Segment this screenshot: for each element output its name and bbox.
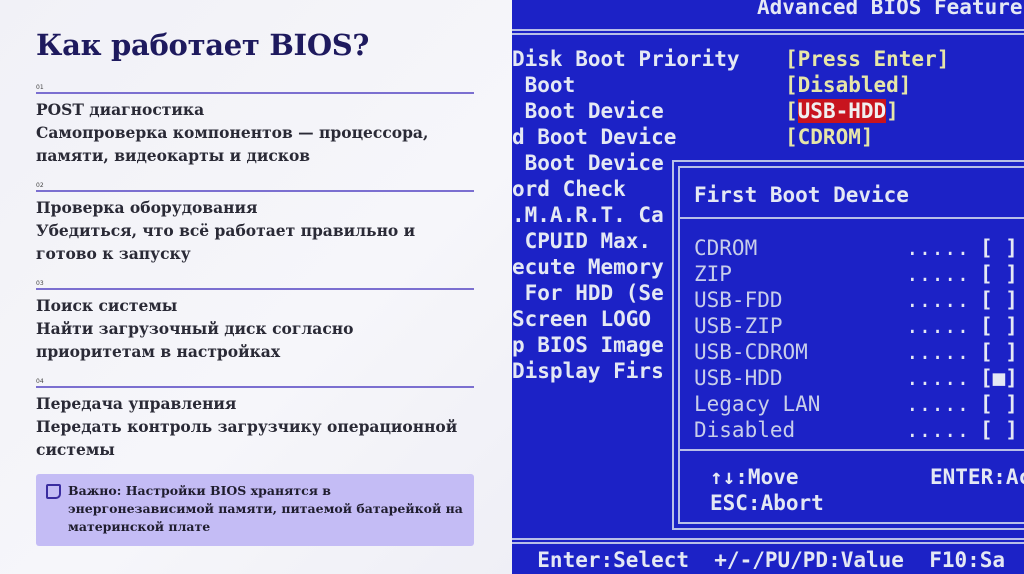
- popup-title: First Boot Device: [694, 183, 909, 207]
- dots: .....: [906, 288, 970, 312]
- step-description: Убедиться, что всё работает правильно и …: [36, 221, 416, 263]
- divider: [512, 538, 1024, 544]
- setting-label: p BIOS Image: [512, 333, 664, 357]
- step-02: 02 Проверка оборудования Убедиться, что …: [36, 182, 474, 265]
- divider: [680, 217, 1024, 219]
- step-number: 03: [36, 280, 44, 287]
- setting-label: Display Firs: [512, 359, 664, 383]
- boot-option: ZIP: [694, 262, 732, 286]
- checkbox-mark: [ ]: [980, 236, 1018, 260]
- setting-label: Screen LOGO: [512, 307, 652, 331]
- checkbox-mark: [ ]: [980, 314, 1018, 338]
- divider: [512, 29, 1024, 35]
- setting-value-highlighted: [USB-HDD]: [785, 99, 899, 123]
- setting-label: Boot: [512, 73, 576, 97]
- step-divider: [36, 386, 474, 388]
- dots: .....: [906, 392, 970, 416]
- setting-label: Boot Device: [512, 151, 664, 175]
- checkbox-mark: [ ]: [980, 288, 1018, 312]
- step-divider: [36, 288, 474, 290]
- help-move: ↑↓:Move: [710, 465, 799, 489]
- boot-option: USB-ZIP: [694, 314, 783, 338]
- bios-screenshot: Advanced BIOS Feature Disk Boot Priority…: [512, 0, 1024, 574]
- step-04: 04 Передача управления Передать контроль…: [36, 378, 474, 461]
- step-divider: [36, 92, 474, 94]
- step-number: 02: [36, 182, 44, 189]
- boot-option: USB-CDROM: [694, 340, 808, 364]
- checkbox-mark: [ ]: [980, 262, 1018, 286]
- help-abort: ESC:Abort: [710, 491, 824, 515]
- setting-value: [Disabled]: [785, 73, 912, 97]
- step-description: Найти загрузочный диск согласно приорите…: [36, 319, 354, 361]
- divider: [680, 449, 1024, 451]
- setting-label: For HDD (Se: [512, 281, 664, 305]
- highlighted-value: USB-HDD: [797, 99, 887, 123]
- step-description: Самопроверка компонентов — процессора, п…: [36, 123, 429, 165]
- boot-option-labels: CDROM ZIP USB-FDD USB-ZIP USB-CDROM USB-…: [694, 235, 820, 443]
- boot-option: Disabled: [694, 418, 796, 442]
- dots: .....: [906, 366, 970, 390]
- step-description: Передать контроль загрузчику операционно…: [36, 417, 458, 459]
- setting-label: Boot Device: [512, 99, 664, 123]
- setting-label: CPUID Max.: [512, 229, 652, 253]
- important-note: Важно: Настройки BIOS хранятся в энергон…: [36, 474, 474, 546]
- bios-setting-labels: Disk Boot Priority Boot Boot Device d Bo…: [512, 46, 740, 384]
- dots: .....: [906, 262, 970, 286]
- step-01: 01 POST диагностика Самопроверка компоне…: [36, 84, 474, 167]
- bios-footer: Enter:Select +/-/PU/PD:Value F10:Sa: [512, 548, 1006, 572]
- boot-option-marks: [ ] [ ] [ ] [ ] [ ] [■] [ ] [ ]: [980, 235, 1018, 443]
- dots: .....: [906, 340, 970, 364]
- note-icon: [46, 484, 61, 499]
- help-enter: ENTER:Ac: [930, 465, 1024, 489]
- first-boot-device-popup: First Boot Device CDROM ZIP USB-FDD USB-…: [672, 160, 1024, 530]
- boot-option: Legacy LAN: [694, 392, 821, 416]
- checkbox-mark: [ ]: [980, 418, 1018, 442]
- step-heading: Проверка оборудования: [36, 198, 258, 217]
- bios-setting-values: [Press Enter] [Disabled] [USB-HDD] [CDRO…: [785, 46, 949, 150]
- setting-label: d Boot Device: [512, 125, 677, 149]
- step-number: 04: [36, 378, 44, 385]
- step-heading: Поиск системы: [36, 296, 178, 315]
- setting-value: [Press Enter]: [785, 47, 950, 71]
- setting-label: ord Check: [512, 177, 626, 201]
- dots: .....: [906, 418, 970, 442]
- setting-label: ecute Memory: [512, 255, 664, 279]
- step-heading: POST диагностика: [36, 100, 205, 119]
- checkbox-mark-selected: [■]: [980, 366, 1018, 390]
- boot-option: CDROM: [694, 236, 758, 260]
- boot-option: USB-FDD: [694, 288, 783, 312]
- checkbox-mark: [ ]: [980, 340, 1018, 364]
- boot-option-dots: ..... ..... ..... ..... ..... ..... ....…: [906, 235, 969, 443]
- bios-header: Advanced BIOS Feature: [757, 0, 1023, 19]
- dots: .....: [906, 236, 970, 260]
- boot-option-selected: USB-HDD: [694, 366, 783, 390]
- step-heading: Передача управления: [36, 394, 237, 413]
- setting-label: .M.A.R.T. Ca: [512, 203, 664, 227]
- slide-title: Как работает BIOS?: [36, 28, 370, 62]
- step-03: 03 Поиск системы Найти загрузочный диск …: [36, 280, 474, 363]
- setting-label: Disk Boot Priority: [512, 47, 740, 71]
- dots: .....: [906, 314, 970, 338]
- note-text: Важно: Настройки BIOS хранятся в энергон…: [68, 483, 463, 534]
- step-divider: [36, 190, 474, 192]
- slide-text-panel: Как работает BIOS? 01 POST диагностика С…: [0, 0, 512, 574]
- checkbox-mark: [ ]: [980, 392, 1018, 416]
- setting-value: [CDROM]: [785, 125, 874, 149]
- step-number: 01: [36, 84, 44, 91]
